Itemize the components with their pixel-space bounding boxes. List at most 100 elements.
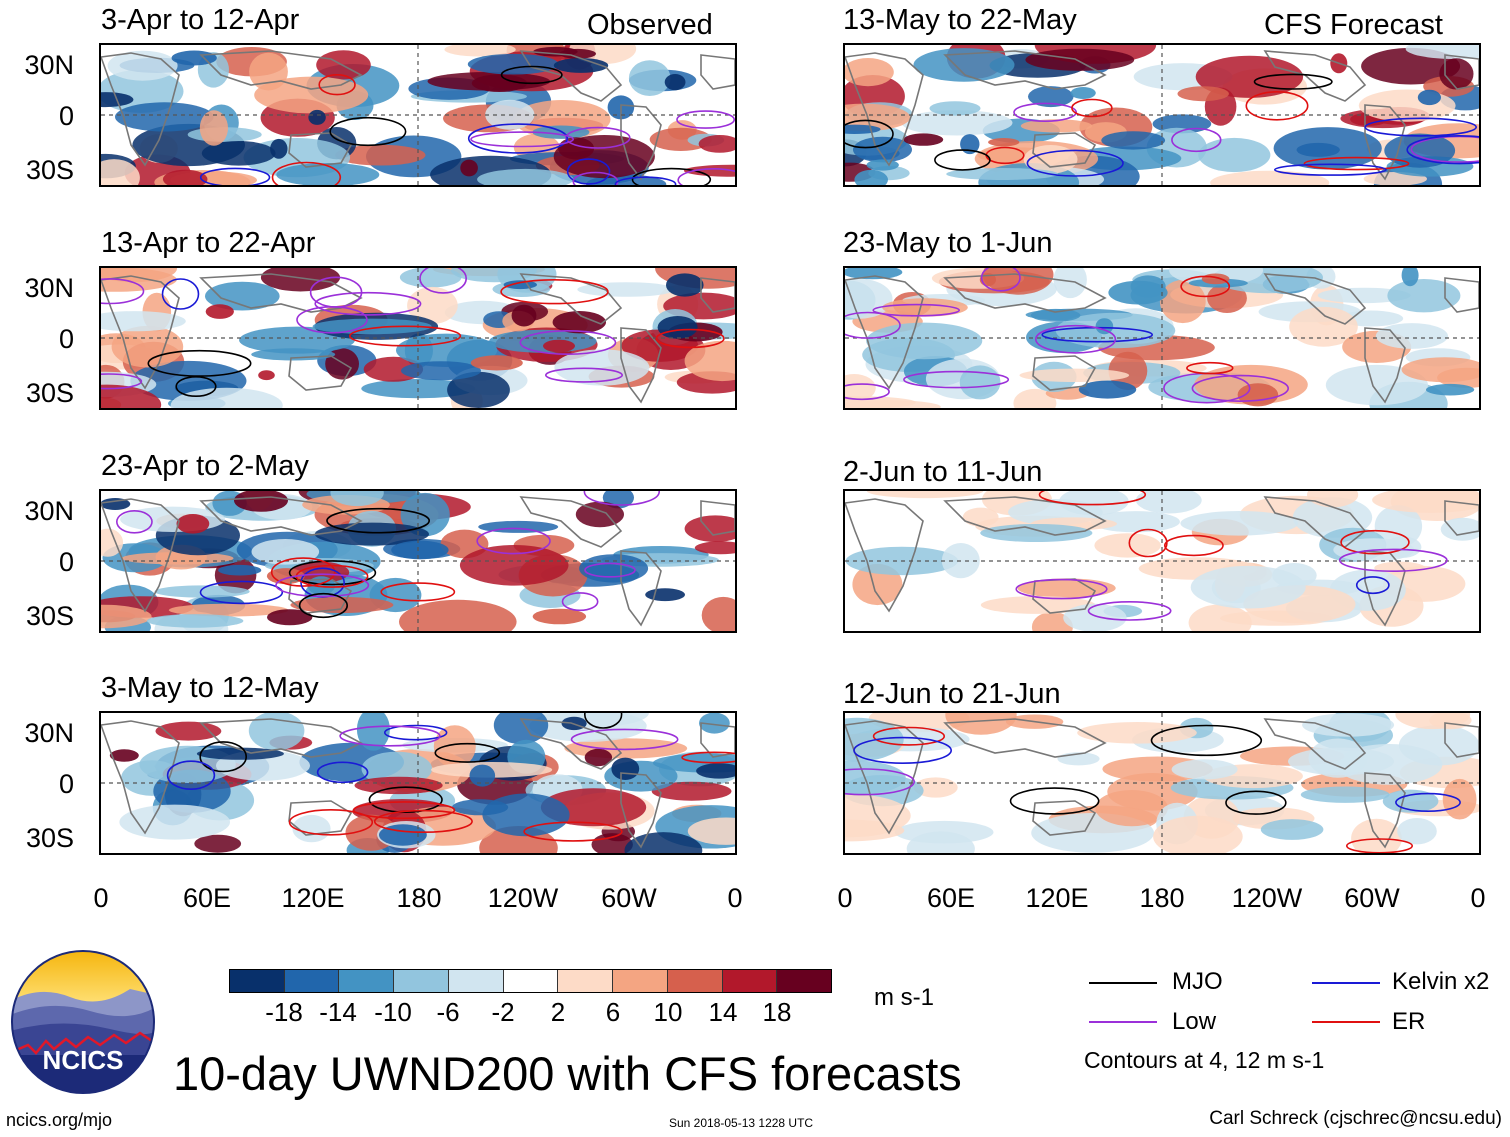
- colorbar-tick-label: -6: [436, 997, 460, 1027]
- filter-contour: [1035, 324, 1117, 354]
- anomaly-blob: [119, 804, 230, 840]
- filter-contour: [845, 311, 901, 339]
- coastline: [943, 718, 1107, 758]
- anomaly-blob: [628, 60, 671, 96]
- lon-label: 180: [1139, 883, 1185, 913]
- anomaly-blob: [1302, 713, 1395, 737]
- map-panel-5: [843, 43, 1481, 187]
- coastline: [101, 275, 180, 390]
- coastline: [1444, 500, 1479, 536]
- anomaly-blob: [401, 361, 481, 381]
- anomaly-blob: [906, 831, 975, 853]
- filter-contour: [980, 268, 1021, 292]
- map-svg-7: [845, 491, 1479, 631]
- anomaly-blob: [194, 834, 242, 853]
- filter-contour: [872, 303, 960, 317]
- filter-contour: [275, 573, 370, 598]
- map-svg-5: [845, 45, 1479, 185]
- colorbar-swatch: [448, 970, 504, 992]
- filter-contour: [368, 786, 443, 813]
- coastline: [1364, 550, 1406, 627]
- anomaly-core: [234, 491, 288, 512]
- anomaly-core: [664, 74, 686, 91]
- main-title: 10-day UWND200 with CFS forecasts: [173, 1047, 962, 1100]
- lat-label-eq: 0: [58, 101, 74, 131]
- anomaly-core: [1095, 318, 1114, 335]
- coastline: [943, 496, 1107, 536]
- credit: Carl Schreck (cjschrec@ncsu.edu): [1209, 1108, 1502, 1129]
- colorbar-swatch: [667, 970, 723, 992]
- anomaly-core: [1296, 142, 1340, 157]
- website-link[interactable]: ncics.org/mjo: [6, 1110, 113, 1130]
- filter-contour: [584, 713, 623, 729]
- coastline: [700, 277, 735, 313]
- filter-contour: [199, 741, 247, 773]
- anomaly-blob: [845, 374, 876, 402]
- filter-contour: [1171, 127, 1222, 153]
- lon-label: 60E: [926, 883, 976, 913]
- filter-contour: [1026, 149, 1124, 177]
- colorbar-swatch: [613, 970, 668, 992]
- anomaly-core: [584, 748, 613, 767]
- anomaly-blob: [400, 492, 450, 537]
- anomaly-blob: [1063, 603, 1127, 631]
- anomaly-core: [270, 138, 288, 159]
- filter-contour: [523, 821, 623, 842]
- filter-contour: [566, 158, 611, 185]
- filter-contour: [326, 507, 430, 534]
- anomaly-blob: [913, 48, 1015, 82]
- anomaly-blob: [101, 159, 140, 185]
- filter-contour: [1009, 787, 1100, 815]
- anomaly-blob: [1020, 119, 1093, 133]
- anomaly-core: [258, 370, 275, 381]
- anomaly-blob: [845, 103, 911, 132]
- anomaly-core: [645, 588, 685, 602]
- anomaly-blob: [980, 596, 1096, 614]
- anomaly-blob: [1023, 145, 1078, 174]
- coastline: [620, 772, 662, 849]
- filter-contour: [1191, 374, 1289, 402]
- anomaly-blob: [396, 333, 498, 367]
- anomaly-core: [267, 609, 313, 626]
- anomaly-blob: [1094, 533, 1161, 558]
- coastline: [1263, 50, 1367, 102]
- filter-contour: [298, 592, 348, 619]
- anomaly-blob: [853, 136, 912, 163]
- anomaly-blob: [205, 281, 280, 311]
- lat-label-30s: 30S: [25, 155, 74, 185]
- anomaly-core: [109, 749, 139, 762]
- map-panel-6: [843, 266, 1481, 410]
- anomaly-blob: [451, 268, 537, 283]
- anomaly-blob: [1107, 773, 1198, 811]
- coastline: [1032, 578, 1097, 614]
- filter-contour: [384, 724, 448, 741]
- colorbar-swatch: [339, 970, 395, 992]
- anomaly-blob: [115, 102, 214, 132]
- lon-label: 60W: [1344, 883, 1400, 913]
- coastline: [845, 720, 924, 835]
- anomaly-blob: [1384, 133, 1456, 168]
- coastline: [1032, 132, 1097, 168]
- anomaly-blob: [579, 554, 649, 583]
- anomaly-blob: [101, 268, 177, 292]
- colorbar-swatch: [284, 970, 340, 992]
- filter-contour: [349, 325, 462, 347]
- anomaly-core: [470, 355, 523, 371]
- colorbar-tick-label: -18: [265, 997, 303, 1027]
- lat-label-eq: 0: [58, 547, 74, 577]
- anomaly-blob: [1101, 131, 1166, 150]
- filter-contour: [1038, 491, 1147, 506]
- anomaly-core: [471, 74, 527, 92]
- anomaly-blob: [1055, 312, 1176, 349]
- anomaly-blob: [1300, 786, 1390, 803]
- anomaly-blob: [1177, 86, 1229, 102]
- filter-contour: [1128, 528, 1168, 558]
- lon-label: 180: [396, 883, 442, 913]
- anomaly-blob: [121, 552, 234, 565]
- coastline: [1032, 355, 1097, 391]
- anomaly-blob: [1028, 86, 1074, 108]
- anomaly-blob: [399, 599, 517, 631]
- anomaly-blob: [1382, 789, 1439, 813]
- panel-title-5: 13-May to 22-May: [843, 4, 1077, 36]
- filter-contour: [500, 65, 563, 85]
